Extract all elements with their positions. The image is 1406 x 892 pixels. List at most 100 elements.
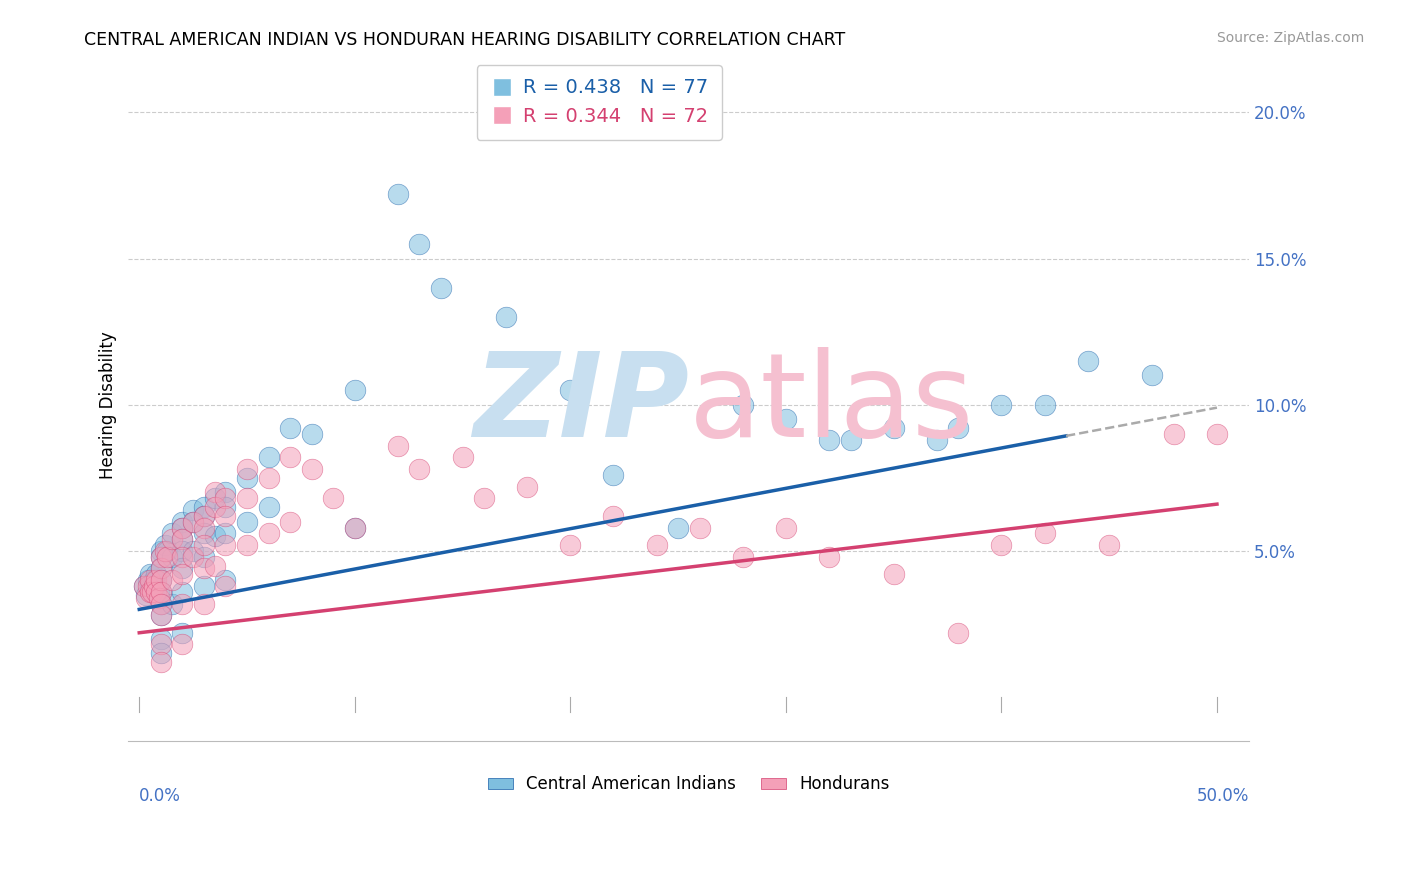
Point (145, 579, 167, 593)
Text: 0.0%: 0.0% (139, 787, 181, 805)
Point (214, 579, 236, 593)
Point (172, 625, 194, 640)
Point (149, 646, 172, 660)
Point (1206, 427, 1229, 442)
Point (839, 433, 862, 447)
Point (408, 236, 430, 251)
Point (990, 538, 1012, 552)
Point (139, 579, 162, 593)
Point (278, 515, 301, 529)
Point (1033, 398, 1056, 412)
Point (172, 597, 194, 611)
Point (193, 500, 215, 514)
Y-axis label: Hearing Disability: Hearing Disability (100, 331, 117, 479)
Point (516, 480, 538, 494)
Point (149, 573, 172, 587)
Point (236, 491, 259, 506)
Point (181, 503, 204, 517)
Point (149, 632, 172, 646)
Point (181, 544, 204, 558)
Point (214, 508, 236, 523)
Point (560, 383, 582, 397)
Point (149, 608, 172, 623)
Point (236, 515, 259, 529)
Point (560, 538, 582, 552)
Point (236, 462, 259, 476)
Point (666, 520, 689, 534)
Point (181, 515, 204, 529)
Point (132, 579, 155, 593)
Point (257, 526, 280, 541)
Point (172, 515, 194, 529)
Point (204, 491, 226, 506)
Point (193, 538, 215, 552)
Point (775, 520, 797, 534)
Point (193, 597, 215, 611)
Point (148, 591, 170, 605)
Point (135, 588, 157, 602)
Point (145, 584, 167, 599)
Text: CENTRAL AMERICAN INDIAN VS HONDURAN HEARING DISABILITY CORRELATION CHART: CENTRAL AMERICAN INDIAN VS HONDURAN HEAR… (84, 31, 845, 49)
Point (181, 515, 204, 529)
Point (1077, 354, 1099, 368)
Point (160, 532, 183, 546)
Point (160, 526, 183, 541)
Point (645, 538, 668, 552)
Point (172, 567, 194, 582)
Point (172, 637, 194, 651)
Point (136, 579, 159, 593)
Point (731, 549, 754, 564)
Point (143, 579, 166, 593)
Point (343, 520, 366, 534)
Point (343, 383, 366, 397)
Point (149, 597, 172, 611)
Point (818, 433, 841, 447)
Point (322, 491, 344, 506)
Point (278, 450, 301, 465)
Point (775, 412, 797, 426)
Point (472, 491, 495, 506)
Point (193, 579, 215, 593)
Point (1098, 538, 1121, 552)
Point (145, 567, 167, 582)
Point (214, 526, 236, 541)
Point (153, 544, 176, 558)
Point (214, 573, 236, 587)
Point (731, 398, 754, 412)
Point (278, 421, 301, 435)
Point (153, 538, 176, 552)
Point (149, 637, 172, 651)
Point (257, 500, 280, 514)
Point (135, 591, 157, 605)
Point (818, 549, 841, 564)
Point (387, 439, 409, 453)
Point (136, 573, 159, 587)
Point (149, 549, 172, 564)
Point (172, 544, 194, 558)
Point (214, 500, 236, 514)
Point (1142, 368, 1164, 383)
Legend: Central American Indians, Hondurans: Central American Indians, Hondurans (481, 769, 897, 800)
Point (883, 421, 905, 435)
Point (149, 584, 172, 599)
Point (141, 584, 163, 599)
Point (204, 529, 226, 543)
Point (689, 520, 711, 534)
Text: atlas: atlas (689, 347, 974, 462)
Text: 50.0%: 50.0% (1197, 787, 1250, 805)
Point (132, 579, 155, 593)
Text: Source: ZipAtlas.com: Source: ZipAtlas.com (1216, 31, 1364, 45)
Point (149, 561, 172, 575)
Point (602, 467, 624, 482)
Point (149, 549, 172, 564)
Point (990, 398, 1012, 412)
Point (139, 573, 162, 587)
Point (204, 485, 226, 500)
Point (193, 549, 215, 564)
Point (172, 520, 194, 534)
Point (301, 427, 323, 442)
Point (204, 500, 226, 514)
Point (193, 508, 215, 523)
Point (193, 526, 215, 541)
Point (387, 187, 409, 202)
